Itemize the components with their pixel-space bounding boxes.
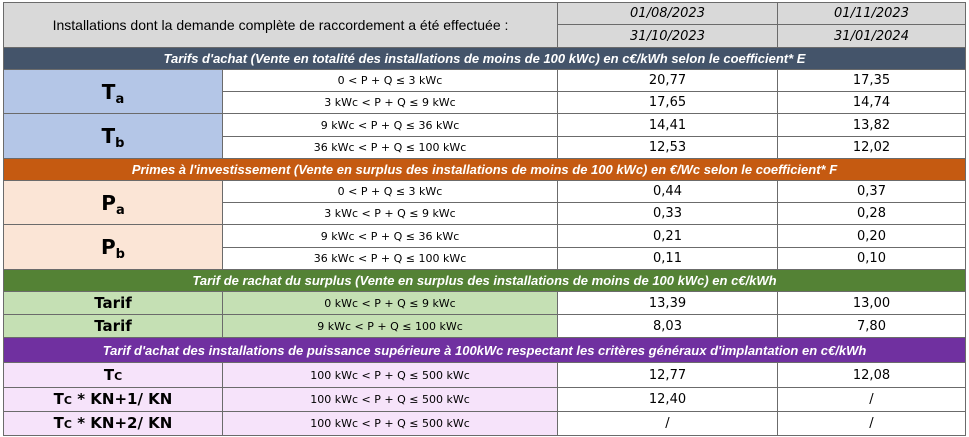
label-subscript: a bbox=[115, 91, 125, 107]
label-tc: Tc bbox=[3, 362, 223, 388]
section-title-tarifs-achat: Tarifs d'achat (Vente en totalité des in… bbox=[3, 47, 966, 70]
table-row: Tarif 9 kWc < P + Q ≤ 100 kWc 8,03 7,80 bbox=[3, 314, 966, 338]
section-title-primes: Primes à l'investissement (Vente en surp… bbox=[3, 158, 966, 181]
value-period-2: 12,08 bbox=[777, 362, 966, 388]
section-header-row: Primes à l'investissement (Vente en surp… bbox=[3, 158, 966, 181]
power-range: 36 kWc < P + Q ≤ 100 kWc bbox=[222, 136, 558, 159]
value-period-2: 13,82 bbox=[777, 113, 966, 137]
header-title: Installations dont la demande complète d… bbox=[3, 2, 558, 48]
value-period-1: 0,44 bbox=[557, 180, 778, 203]
power-range: 0 < P + Q ≤ 3 kWc bbox=[222, 69, 558, 92]
value-period-2: 0,37 bbox=[777, 180, 966, 203]
section-title-rachat-surplus: Tarif de rachat du surplus (Vente en sur… bbox=[3, 269, 966, 292]
label-subscript: a bbox=[115, 202, 125, 218]
value-period-2: / bbox=[777, 411, 966, 436]
power-range: 100 kWc < P + Q ≤ 500 kWc bbox=[222, 362, 558, 388]
table-row: Tarif 0 kWc < P + Q ≤ 9 kWc 13,39 13,00 bbox=[3, 291, 966, 315]
value-period-2: 17,35 bbox=[777, 69, 966, 92]
value-period-1: / bbox=[557, 411, 778, 436]
table-row: 36 kWc < P + Q ≤ 100 kWc 0,11 0,10 bbox=[4, 247, 966, 270]
power-range: 3 kWc < P + Q ≤ 9 kWc bbox=[222, 91, 558, 114]
power-range: 9 kWc < P + Q ≤ 100 kWc bbox=[222, 314, 558, 338]
table-row: Pb 9 kWc < P + Q ≤ 36 kWc 0,21 0,20 bbox=[3, 224, 966, 270]
table-row: Tb 9 kWc < P + Q ≤ 36 kWc 14,41 13,82 bbox=[3, 113, 966, 159]
period-1-start: 01/08/2023 bbox=[557, 2, 778, 25]
value-period-1: 12,53 bbox=[557, 136, 778, 159]
label-pb: Pb bbox=[3, 224, 223, 270]
value-period-2: 0,20 bbox=[777, 224, 966, 248]
table-row: 3 kWc < P + Q ≤ 9 kWc 0,33 0,28 bbox=[4, 202, 966, 225]
section-header-row: Tarifs d'achat (Vente en totalité des in… bbox=[3, 47, 966, 70]
label-letter: T bbox=[101, 124, 116, 148]
label-tarif: Tarif bbox=[3, 291, 223, 315]
value-period-2: 12,02 bbox=[777, 136, 966, 159]
power-range: 100 kWc < P + Q ≤ 500 kWc bbox=[222, 387, 558, 412]
label-pa: Pa bbox=[3, 180, 223, 225]
value-period-1: 17,65 bbox=[557, 91, 778, 114]
label-subscript: b bbox=[115, 136, 125, 151]
value-period-1: 0,11 bbox=[557, 247, 778, 270]
period-2-end: 31/01/2024 bbox=[777, 24, 966, 48]
power-range: 36 kWc < P + Q ≤ 100 kWc bbox=[222, 247, 558, 270]
value-period-1: 8,03 bbox=[557, 314, 778, 338]
value-period-1: 13,39 bbox=[557, 291, 778, 315]
value-period-2: 0,28 bbox=[777, 202, 966, 225]
label-ta: Ta bbox=[3, 69, 223, 114]
label-tarif: Tarif bbox=[3, 314, 223, 338]
label-letter: P bbox=[101, 235, 116, 259]
value-period-2: 7,80 bbox=[777, 314, 966, 338]
section-header-row: Tarif d'achat des installations de puiss… bbox=[3, 337, 966, 363]
power-range: 0 kWc < P + Q ≤ 9 kWc bbox=[222, 291, 558, 315]
period-1-end: 31/10/2023 bbox=[557, 24, 778, 48]
section-title-puissance-superieure: Tarif d'achat des installations de puiss… bbox=[3, 337, 966, 363]
table-row: Tc 100 kWc < P + Q ≤ 500 kWc 12,77 12,08 bbox=[3, 362, 966, 388]
table-row: Tc * KN+1/ KN 100 kWc < P + Q ≤ 500 kWc … bbox=[3, 387, 966, 412]
value-period-2: / bbox=[777, 387, 966, 412]
power-range: 0 < P + Q ≤ 3 kWc bbox=[222, 180, 558, 203]
header-row-start: Installations dont la demande complète d… bbox=[3, 2, 966, 48]
power-range: 9 kWc < P + Q ≤ 36 kWc bbox=[222, 224, 558, 248]
value-period-1: 12,77 bbox=[557, 362, 778, 388]
table-row: Ta 0 < P + Q ≤ 3 kWc 20,77 17,35 bbox=[3, 69, 966, 114]
value-period-1: 20,77 bbox=[557, 69, 778, 92]
value-period-1: 0,33 bbox=[557, 202, 778, 225]
value-period-1: 12,40 bbox=[557, 387, 778, 412]
power-range: 3 kWc < P + Q ≤ 9 kWc bbox=[222, 202, 558, 225]
value-period-2: 13,00 bbox=[777, 291, 966, 315]
label-tc-kn1: Tc * KN+1/ KN bbox=[3, 387, 223, 412]
label-letter: T bbox=[101, 79, 116, 104]
value-period-1: 14,41 bbox=[557, 113, 778, 137]
power-range: 100 kWc < P + Q ≤ 500 kWc bbox=[222, 411, 558, 436]
label-letter: P bbox=[101, 190, 116, 215]
label-tb: Tb bbox=[3, 113, 223, 159]
table-row: Tc * KN+2/ KN 100 kWc < P + Q ≤ 500 kWc … bbox=[3, 411, 966, 436]
value-period-1: 0,21 bbox=[557, 224, 778, 248]
label-tc-kn2: Tc * KN+2/ KN bbox=[3, 411, 223, 436]
section-header-row: Tarif de rachat du surplus (Vente en sur… bbox=[3, 269, 966, 292]
label-subscript: b bbox=[115, 247, 125, 262]
power-range: 9 kWc < P + Q ≤ 36 kWc bbox=[222, 113, 558, 137]
period-2-start: 01/11/2023 bbox=[777, 2, 966, 25]
header-row-end: 31/10/2023 31/01/2024 bbox=[4, 24, 966, 48]
value-period-2: 0,10 bbox=[777, 247, 966, 270]
table-row: Pa 0 < P + Q ≤ 3 kWc 0,44 0,37 bbox=[3, 180, 966, 225]
value-period-2: 14,74 bbox=[777, 91, 966, 114]
tariff-table: Installations dont la demande complète d… bbox=[3, 2, 966, 436]
